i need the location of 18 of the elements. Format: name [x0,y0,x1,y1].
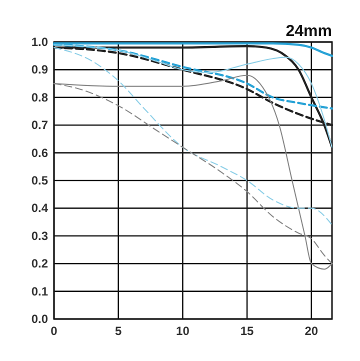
y-tick-label: 0.0 [31,312,48,326]
y-tick-label: 0.2 [31,256,48,271]
y-tick-label: 0.6 [31,146,48,160]
x-tick-label: 20 [304,324,318,338]
x-tick-label: 15 [240,324,254,338]
y-tick-label: 0.5 [31,174,48,188]
chart-title: 24mm [286,23,332,40]
x-tick-label: 0 [50,324,58,338]
y-tick-label: 0.4 [31,201,48,216]
y-tick-label: 0.8 [31,90,48,104]
x-tick-label: 5 [115,324,122,338]
y-tick-label: 0.3 [31,228,48,243]
x-tick-label: 10 [176,324,190,338]
y-tick-label: 0.9 [31,62,48,77]
y-tick-label: 1.0 [31,35,48,49]
y-tick-label: 0.7 [31,118,48,132]
y-tick-label: 0.1 [31,284,48,298]
line-series [53,46,333,226]
